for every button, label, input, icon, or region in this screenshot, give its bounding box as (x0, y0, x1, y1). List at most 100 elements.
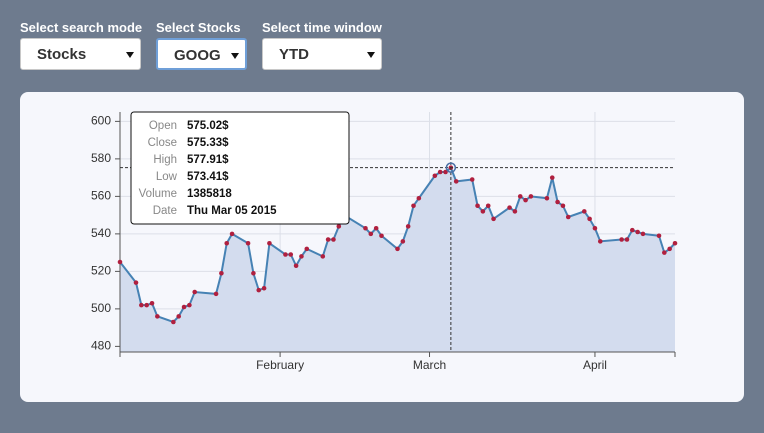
y-tick-label: 500 (91, 301, 111, 315)
data-point (405, 224, 411, 229)
data-point (395, 246, 400, 252)
data-point (293, 263, 299, 269)
x-tick-label: April (583, 358, 607, 372)
dropdown-arrow (126, 52, 134, 58)
data-point (325, 237, 331, 242)
data-point (475, 203, 480, 209)
data-point (192, 289, 198, 295)
data-point (528, 194, 534, 199)
data-point (635, 229, 640, 235)
data-point (304, 246, 310, 252)
tooltip-label: Date (153, 205, 177, 217)
x-tick-label: March (413, 358, 446, 372)
select-value: GOOG (174, 47, 221, 64)
data-point (555, 199, 560, 205)
data-point (256, 287, 262, 293)
data-point (373, 225, 379, 231)
tooltip-label: Open (149, 120, 177, 132)
data-point (245, 240, 251, 246)
data-point (379, 233, 384, 239)
data-point (453, 179, 459, 184)
y-tick-label: 540 (91, 226, 111, 240)
data-point (336, 224, 342, 229)
hover-ring (445, 162, 457, 173)
data-point (213, 291, 219, 297)
data-point (662, 250, 667, 255)
y-tick-label: 580 (91, 151, 111, 165)
tooltip-label: Close (148, 137, 177, 149)
data-point (523, 197, 528, 203)
data-point (491, 216, 496, 222)
data-point (512, 209, 518, 214)
data-point (363, 225, 368, 231)
data-point (176, 314, 182, 319)
area (120, 167, 675, 352)
data-point (224, 240, 230, 246)
data-point (667, 246, 672, 252)
tooltip-label: Low (156, 171, 178, 183)
data-point (640, 231, 646, 237)
control-label: Select time window (262, 20, 382, 35)
data-point (592, 225, 598, 231)
data-point (565, 214, 571, 220)
data-point (181, 304, 187, 310)
data-point (544, 195, 550, 201)
data-point (597, 239, 603, 244)
data-point (587, 216, 592, 222)
data-point (299, 254, 304, 259)
tooltip-value: Thu Mar 05 2015 (187, 205, 277, 217)
data-point (560, 203, 566, 209)
data-point (149, 300, 155, 306)
y-tick-label: 480 (91, 339, 111, 353)
control-label: Select Stocks (156, 20, 241, 35)
data-point (630, 227, 635, 233)
data-point (219, 270, 224, 276)
x-tick-label: February (256, 358, 304, 372)
chart: 480 500 520 540 560 580 600 February March April O… (91, 111, 678, 372)
data-point (656, 233, 662, 239)
data-point (133, 280, 139, 285)
dropdown-arrow (231, 53, 239, 59)
data-point (288, 252, 294, 257)
data-point (469, 177, 475, 182)
tooltip-label: High (153, 154, 177, 166)
data-point (672, 240, 678, 246)
data-point (619, 237, 624, 242)
select-value: Stocks (37, 46, 87, 63)
tooltip-value: 575.33$ (187, 137, 229, 149)
data-point (331, 237, 336, 242)
select-window[interactable]: YTD (262, 38, 382, 70)
chart-panel: 480 500 520 540 560 580 600 February March April O… (20, 92, 744, 402)
select-stock[interactable]: GOOG (156, 38, 247, 70)
data-point (437, 169, 443, 175)
data-point (432, 173, 438, 179)
data-point (624, 237, 630, 242)
data-point (400, 239, 406, 244)
data-point (117, 259, 123, 265)
data-point (517, 194, 523, 199)
tooltip-value: 577.91$ (187, 154, 229, 166)
data-point (411, 203, 416, 209)
data-point (320, 254, 326, 259)
data-point (485, 203, 491, 209)
data-point (283, 252, 288, 257)
select-mode[interactable]: Stocks (20, 38, 141, 70)
data-point (267, 240, 272, 246)
data-point (171, 319, 176, 325)
y-tick-label: 560 (91, 189, 111, 203)
data-point (581, 209, 587, 214)
y-tick-label: 600 (91, 114, 111, 128)
data-point (480, 209, 486, 214)
tooltip-value: 1385818 (187, 188, 232, 200)
data-point (144, 302, 149, 308)
dropdown-arrow (367, 52, 375, 58)
tooltip-label: Volume (139, 188, 177, 200)
y-tick-label: 520 (91, 264, 111, 278)
tooltip-box (130, 111, 350, 225)
tooltip-value: 575.02$ (187, 120, 229, 132)
data-point (507, 205, 512, 210)
data-point (416, 195, 422, 201)
data-point (368, 231, 374, 237)
tooltip-value: 573.41$ (187, 171, 229, 183)
